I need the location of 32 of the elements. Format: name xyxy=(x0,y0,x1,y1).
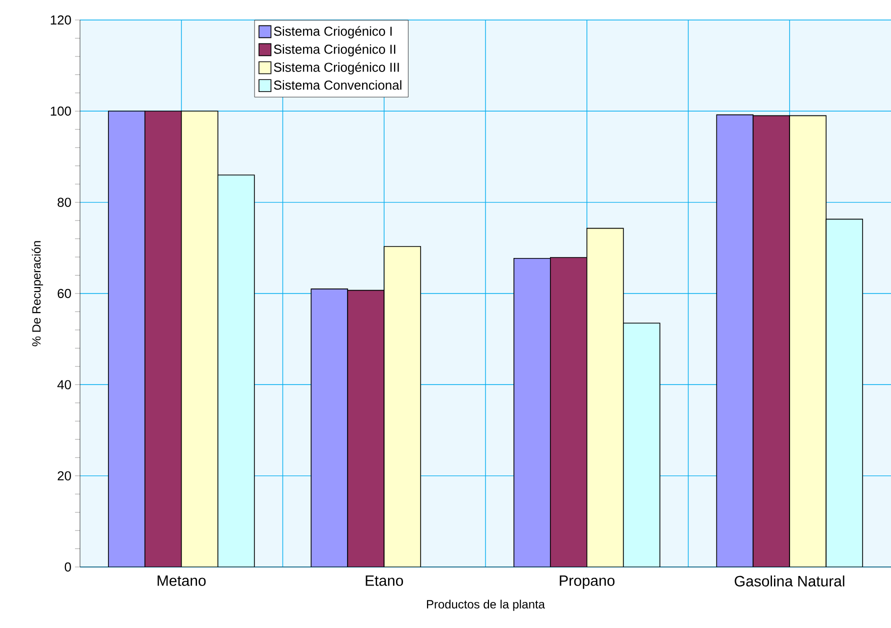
legend-label: Sistema Criogénico I xyxy=(274,26,392,38)
x-tick-label: Propano xyxy=(560,576,614,589)
x-axis-title: Productos de la planta xyxy=(427,600,545,611)
bar xyxy=(144,110,182,567)
bar xyxy=(217,174,255,567)
bar xyxy=(384,246,422,567)
bar xyxy=(622,322,660,567)
bar xyxy=(586,228,624,567)
bar xyxy=(716,114,754,567)
bar xyxy=(108,110,146,567)
legend-label: Sistema Criogénico II xyxy=(274,44,396,56)
bar xyxy=(513,258,551,567)
y-tick-label: 100 xyxy=(50,106,71,116)
y-tick-label: 120 xyxy=(50,15,71,25)
y-tick-label: 80 xyxy=(58,198,71,207)
legend-label: Sistema Criogénico III xyxy=(274,62,399,74)
y-axis-title: % De Recuperación xyxy=(32,241,44,346)
y-tick-label: 0 xyxy=(64,562,71,572)
y-tick-label: 40 xyxy=(57,380,71,390)
bar xyxy=(310,288,348,567)
bar xyxy=(347,290,385,567)
bar xyxy=(550,257,588,567)
bar xyxy=(789,115,827,567)
bar xyxy=(752,115,790,567)
y-tick-label: 20 xyxy=(58,471,71,480)
y-tick-label: 60 xyxy=(58,288,71,298)
x-tick-label: Gasolina Natural xyxy=(734,576,844,586)
x-tick-label: Etano xyxy=(366,576,404,586)
bar xyxy=(180,110,218,567)
bar xyxy=(826,218,864,567)
x-tick-label: Metano xyxy=(158,576,206,586)
legend-label: Sistema Convencional xyxy=(274,80,402,90)
